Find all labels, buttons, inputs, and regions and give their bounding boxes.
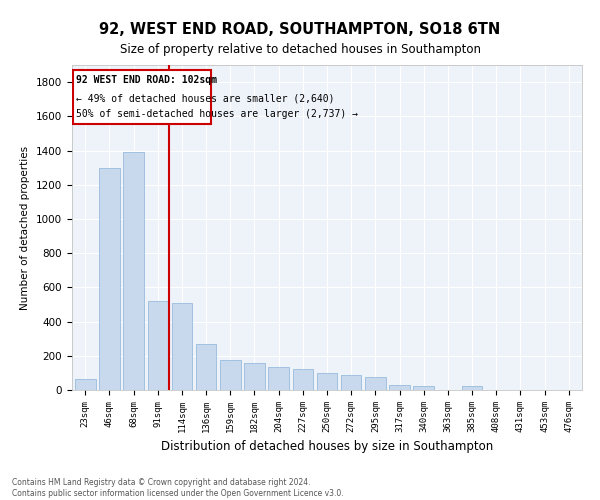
X-axis label: Distribution of detached houses by size in Southampton: Distribution of detached houses by size … xyxy=(161,440,493,454)
Bar xyxy=(244,362,265,390)
Bar xyxy=(268,367,289,390)
Bar xyxy=(317,373,337,390)
Text: 92 WEST END ROAD: 102sqm: 92 WEST END ROAD: 102sqm xyxy=(76,75,217,85)
Bar xyxy=(99,168,120,390)
Text: Contains HM Land Registry data © Crown copyright and database right 2024.
Contai: Contains HM Land Registry data © Crown c… xyxy=(12,478,344,498)
Bar xyxy=(462,386,482,390)
Bar xyxy=(389,385,410,390)
FancyBboxPatch shape xyxy=(73,70,211,124)
Bar xyxy=(196,344,217,390)
Text: 50% of semi-detached houses are larger (2,737) →: 50% of semi-detached houses are larger (… xyxy=(76,110,358,120)
Text: Size of property relative to detached houses in Southampton: Size of property relative to detached ho… xyxy=(119,42,481,56)
Bar xyxy=(172,303,192,390)
Bar xyxy=(124,152,144,390)
Bar xyxy=(148,301,168,390)
Bar xyxy=(413,386,434,390)
Bar xyxy=(75,379,95,390)
Bar xyxy=(365,377,386,390)
Text: 92, WEST END ROAD, SOUTHAMPTON, SO18 6TN: 92, WEST END ROAD, SOUTHAMPTON, SO18 6TN xyxy=(100,22,500,38)
Bar xyxy=(341,374,361,390)
Text: ← 49% of detached houses are smaller (2,640): ← 49% of detached houses are smaller (2,… xyxy=(76,93,335,103)
Bar xyxy=(293,368,313,390)
Y-axis label: Number of detached properties: Number of detached properties xyxy=(20,146,31,310)
Bar xyxy=(220,360,241,390)
